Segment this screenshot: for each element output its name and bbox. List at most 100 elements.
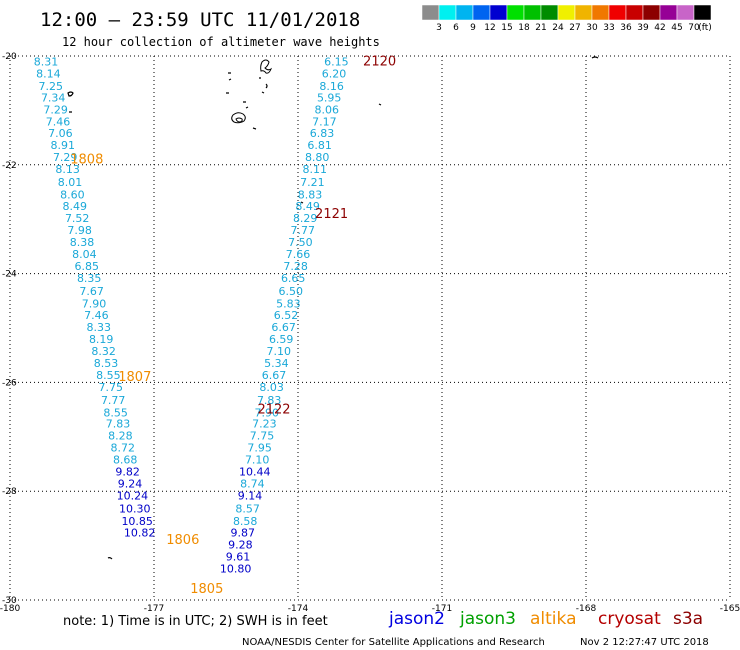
swh-value-label: 8.68 <box>113 454 138 467</box>
swh-value-label: 8.35 <box>77 272 102 285</box>
colorbar-tick-label: 3 <box>436 23 442 33</box>
swh-value-label: 7.17 <box>312 115 337 128</box>
pass-time-label: 2120 <box>363 54 396 69</box>
swh-value-label: 8.74 <box>240 478 265 491</box>
pass-time-label: 1806 <box>166 533 199 548</box>
colorbar-swatch <box>693 4 712 21</box>
altimeter-tracks: 8.318.147.257.347.297.467.068.917.298.13… <box>34 55 349 575</box>
colorbar-swatch <box>472 4 491 21</box>
swh-value-label: 9.61 <box>226 550 251 563</box>
colorbar-swatch <box>676 4 695 21</box>
swh-value-label: 9.87 <box>231 527 256 540</box>
swh-value-label: 9.24 <box>118 478 143 491</box>
swh-value-label: 6.59 <box>269 333 294 346</box>
colorbar-tick-label: 15 <box>501 23 512 33</box>
swh-value-label: 8.80 <box>305 151 330 164</box>
swh-value-label: 10.44 <box>239 466 271 479</box>
y-tick-label: -26 <box>2 378 17 388</box>
colorbar-swatch <box>557 4 576 21</box>
colorbar-tick-label: 9 <box>470 23 476 33</box>
legend-entry-cryosat: cryosat <box>598 609 661 629</box>
x-tick-label: -168 <box>576 604 597 614</box>
x-tick-label: -171 <box>432 604 452 614</box>
y-axis-ticks: -20 -22 -24 -26 -28 -30 <box>2 52 17 606</box>
x-axis-ticks: -180 -177 -174 -171 -168 -165 <box>0 604 740 614</box>
colorbar-tick-label: 6 <box>453 23 459 33</box>
swh-value-label: 6.67 <box>262 369 287 382</box>
y-tick-label: -22 <box>2 161 17 171</box>
swh-value-label: 10.85 <box>121 515 153 528</box>
swh-value-label: 7.46 <box>84 309 109 322</box>
colorbar-swatch <box>438 4 457 21</box>
swh-value-label: 8.58 <box>233 515 258 528</box>
colorbar-swatch <box>489 4 508 21</box>
swh-value-label: 6.83 <box>310 127 335 140</box>
legend-entry-jason2: jason2 <box>388 609 445 629</box>
swh-value-label: 5.34 <box>264 357 289 370</box>
swh-value-label: 8.38 <box>70 236 95 249</box>
colorbar-tick-label: 18 <box>518 23 530 33</box>
colorbar-swatch <box>455 4 474 21</box>
swh-value-label: 6.15 <box>324 55 349 68</box>
swh-value-label: 6.50 <box>279 285 304 298</box>
colorbar-swatch <box>574 4 593 21</box>
swh-value-label: 7.29 <box>43 103 68 116</box>
swh-value-label: 8.01 <box>58 176 83 189</box>
x-tick-label: -174 <box>288 604 309 614</box>
swh-value-label: 8.16 <box>319 80 344 93</box>
swh-value-label: 8.91 <box>51 139 76 152</box>
swh-value-label: 7.46 <box>46 115 71 128</box>
swh-value-label: 7.77 <box>101 394 126 407</box>
swh-value-label: 9.14 <box>238 490 263 503</box>
colorbar-swatch <box>506 4 525 21</box>
swh-colorbar: 3 6 9 12 15 18 21 24 27 30 33 36 39 42 45 70(ft) <box>421 4 712 33</box>
satellite-legend: jason2 jason3 altika cryosat s3a <box>388 609 703 629</box>
swh-value-label: 8.33 <box>87 321 112 334</box>
swh-value-label: 8.19 <box>89 333 114 346</box>
swh-value-label: 9.28 <box>228 539 253 552</box>
swh-value-label: 7.95 <box>247 442 272 455</box>
colorbar-swatch <box>659 4 678 21</box>
swh-value-label: 8.60 <box>60 189 85 202</box>
swh-value-label: 8.14 <box>36 67 61 80</box>
pass-time-label: 1807 <box>118 370 151 385</box>
swh-value-label: 6.65 <box>281 272 306 285</box>
swh-value-label: 8.53 <box>94 357 119 370</box>
legend-entry-altika: altika <box>530 609 577 629</box>
swh-value-label: 7.66 <box>286 248 311 261</box>
colorbar-swatch <box>642 4 661 21</box>
colorbar-swatch <box>540 4 559 21</box>
swh-value-label: 8.49 <box>295 200 320 213</box>
swh-value-label: 7.90 <box>255 406 280 419</box>
swh-value-label: 7.67 <box>79 285 104 298</box>
colorbar-swatch <box>608 4 627 21</box>
units-note: note: 1) Time is in UTC; 2) SWH is in fe… <box>63 614 328 629</box>
swh-value-label: 6.67 <box>271 321 296 334</box>
swh-value-label: 7.75 <box>250 430 275 443</box>
swh-value-label: 6.85 <box>75 260 100 273</box>
colorbar-swatch <box>625 4 644 21</box>
swh-value-label: 8.11 <box>303 163 328 176</box>
swh-value-label: 7.98 <box>67 224 92 237</box>
pass-time-label: 1805 <box>190 582 223 597</box>
y-tick-label: -24 <box>2 270 17 280</box>
x-tick-label: -180 <box>0 604 20 614</box>
swh-value-label: 6.52 <box>274 309 299 322</box>
swh-value-label: 7.25 <box>39 80 64 93</box>
colorbar-tick-label: 36 <box>620 23 632 33</box>
swh-value-label: 8.32 <box>91 345 116 358</box>
swh-value-label: 8.72 <box>111 442 136 455</box>
swh-value-label: 7.10 <box>267 345 292 358</box>
colorbar-tick-label: 39 <box>637 23 649 33</box>
colorbar-tick-label: 21 <box>535 23 546 33</box>
swh-value-label: 8.83 <box>298 189 323 202</box>
colorbar-unit: (ft) <box>698 23 712 33</box>
swh-value-label: 8.04 <box>72 248 97 261</box>
swh-value-label: 7.52 <box>65 212 90 225</box>
swh-value-label: 7.23 <box>252 418 277 431</box>
pass-time-labels: 1808 1807 1806 1805 2120 2121 2122 <box>70 54 396 597</box>
x-tick-label: -177 <box>144 604 164 614</box>
legend-entry-jason3: jason3 <box>459 609 516 629</box>
swh-value-label: 6.81 <box>307 139 332 152</box>
